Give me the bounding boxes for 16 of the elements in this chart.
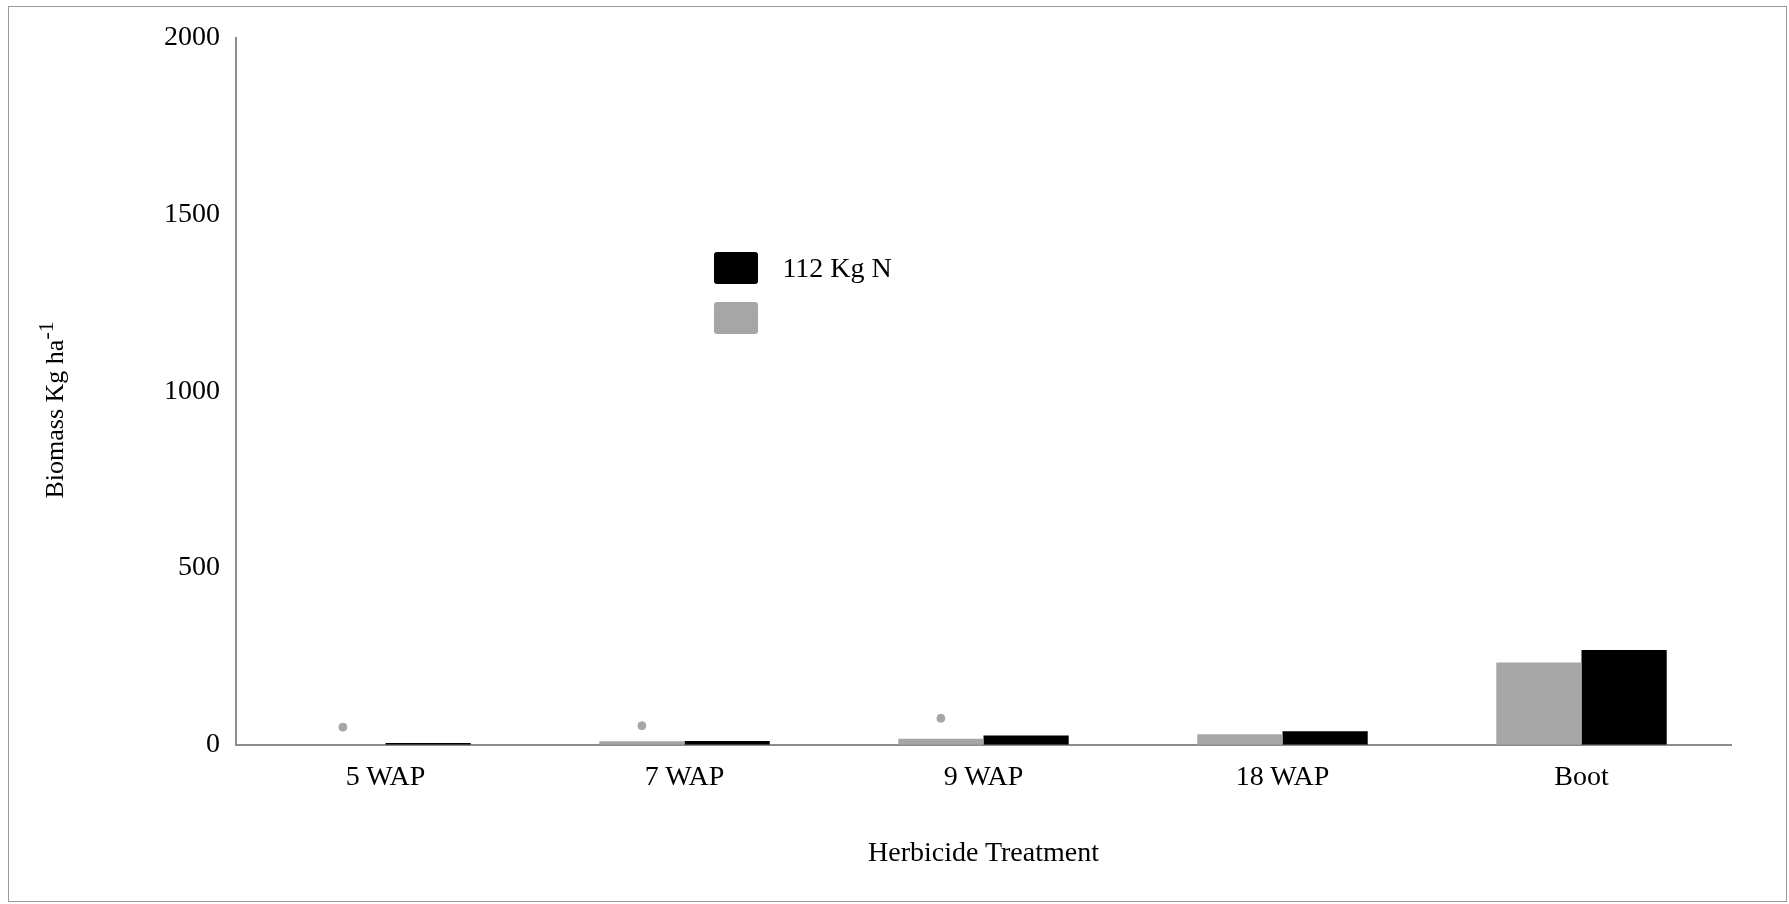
bar [1197, 734, 1283, 745]
y-tick-label: 2000 [164, 20, 220, 52]
bar [1282, 731, 1368, 745]
x-tick-label: 18 WAP [1235, 759, 1330, 791]
x-tick-label: Boot [1554, 759, 1609, 791]
y-tick-label: 500 [178, 550, 220, 582]
x-axis-title: Herbicide Treatment [868, 835, 1100, 867]
legend-label: 112 Kg N [782, 251, 892, 284]
x-tick-label: 9 WAP [943, 759, 1024, 791]
bar [1581, 650, 1667, 745]
x-tick-label: 7 WAP [644, 759, 725, 791]
y-tick-label: 1500 [164, 197, 220, 229]
bar [1496, 662, 1582, 745]
y-tick-label: 0 [206, 727, 220, 759]
y-tick-label: 1000 [164, 373, 220, 405]
x-tick-label: 5 WAP [345, 759, 426, 791]
